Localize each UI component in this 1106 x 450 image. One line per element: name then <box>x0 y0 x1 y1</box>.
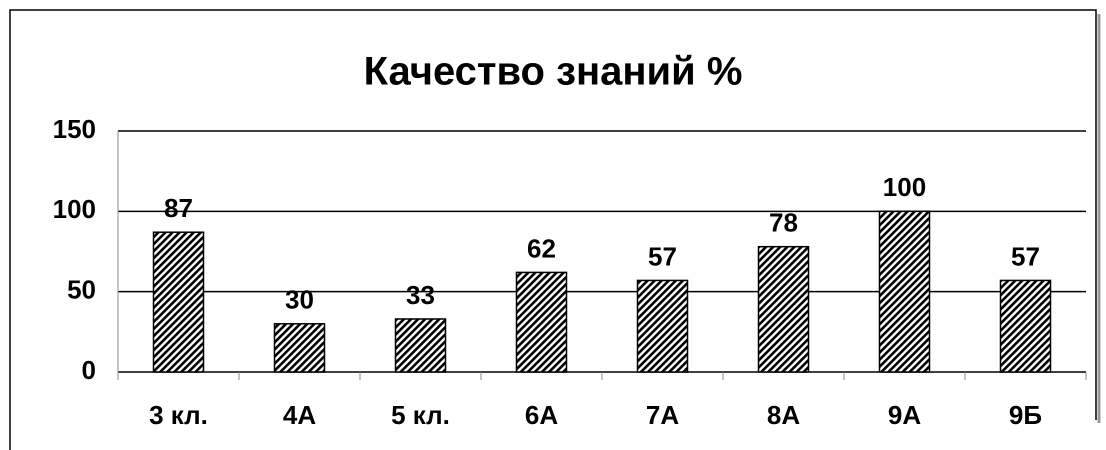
y-tick-label: 150 <box>53 114 96 144</box>
x-tick-label: 5 кл. <box>391 400 450 430</box>
bar <box>757 245 810 373</box>
chart-frame <box>9 9 1097 450</box>
data-label: 57 <box>1011 241 1040 271</box>
y-tick-label: 100 <box>53 194 96 224</box>
data-label: 33 <box>406 280 435 310</box>
data-label: 78 <box>769 208 798 238</box>
x-tick-label: 4А <box>283 400 316 430</box>
bar <box>878 210 931 373</box>
bar <box>273 323 326 373</box>
data-label: 62 <box>527 233 556 263</box>
bar <box>636 279 689 373</box>
data-label: 57 <box>648 241 677 271</box>
data-label: 100 <box>883 172 926 202</box>
y-tick-label: 0 <box>82 355 96 385</box>
bar <box>394 318 447 373</box>
x-tick-label: 6А <box>525 400 558 430</box>
x-tick-label: 9Б <box>1009 400 1042 430</box>
x-tick-label: 8А <box>767 400 800 430</box>
x-tick-label: 3 кл. <box>149 400 208 430</box>
y-tick-label: 50 <box>67 275 96 305</box>
data-label: 87 <box>164 193 193 223</box>
data-label: 30 <box>285 285 314 315</box>
chart-title: Качество знаний % <box>364 50 743 94</box>
bar <box>152 231 205 373</box>
x-tick-label: 7А <box>646 400 679 430</box>
bar <box>999 279 1052 373</box>
x-tick-label: 9А <box>888 400 921 430</box>
bar <box>515 271 568 373</box>
